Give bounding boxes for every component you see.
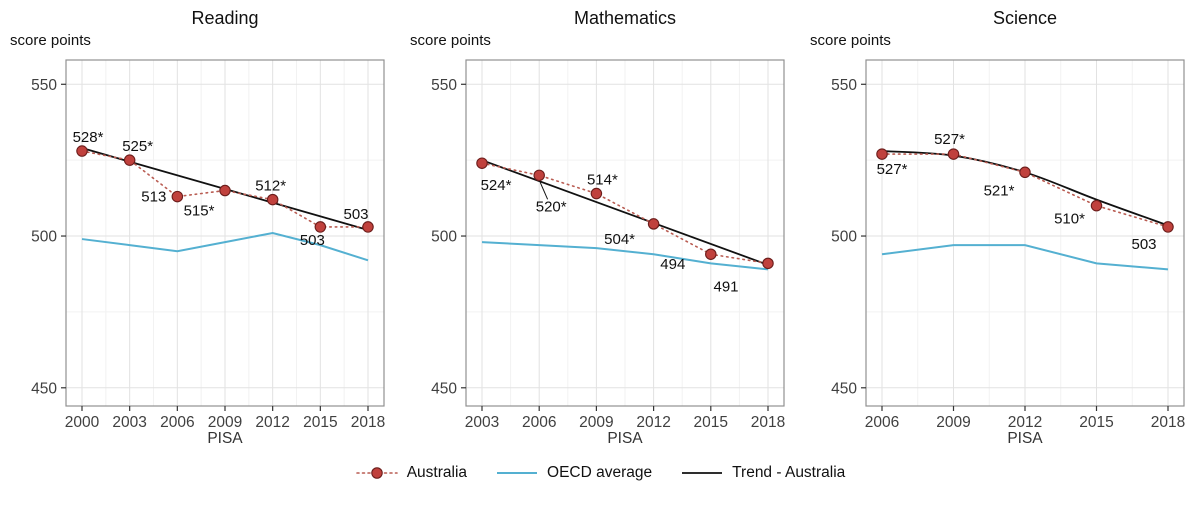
science-title: Science <box>992 8 1058 28</box>
svg-text:2018: 2018 <box>751 414 785 430</box>
reading-panel: Reading score points 528* 525* 513 515* 512*… <box>8 6 392 448</box>
svg-text:2015: 2015 <box>1079 414 1113 430</box>
trend-line-icon <box>682 472 723 474</box>
svg-text:450: 450 <box>431 380 457 397</box>
mathematics-title: Mathematics <box>573 8 677 28</box>
mathematics-chart: 524* 520* 514* 504* 494 491 450 500 550 2003 2006 2… <box>431 59 785 430</box>
svg-text:513: 513 <box>141 189 166 206</box>
svg-text:503: 503 <box>1131 236 1156 253</box>
svg-text:2018: 2018 <box>1151 414 1185 430</box>
svg-text:2012: 2012 <box>636 414 670 430</box>
legend-item-australia: Australia <box>355 464 467 482</box>
svg-text:514*: 514* <box>587 172 618 189</box>
svg-text:503: 503 <box>300 232 325 249</box>
svg-text:491: 491 <box>713 278 738 295</box>
svg-text:2009: 2009 <box>208 414 242 430</box>
y-axis-label: score points <box>410 32 491 49</box>
charts-row: Reading score points 528* 525* 513 515* 512*… <box>0 6 1200 448</box>
svg-text:2006: 2006 <box>865 414 899 430</box>
svg-text:2015: 2015 <box>694 414 728 430</box>
mathematics-panel: Mathematics score points 524* 520* 514* 504… <box>408 6 792 448</box>
svg-text:512*: 512* <box>255 178 286 195</box>
svg-text:515*: 515* <box>184 203 215 220</box>
svg-text:510*: 510* <box>1054 211 1085 228</box>
y-axis-label: score points <box>10 32 91 49</box>
svg-text:503: 503 <box>343 206 368 223</box>
svg-text:2009: 2009 <box>936 414 970 430</box>
svg-text:550: 550 <box>431 77 457 94</box>
svg-text:2018: 2018 <box>351 414 385 430</box>
legend: Australia OECD average Trend - Australia <box>0 464 1200 482</box>
legend-item-oecd: OECD average <box>495 464 652 482</box>
mathematics-panel-head: Mathematics score points <box>408 6 792 50</box>
y-axis-label: score points <box>810 32 891 49</box>
australia-marker-icon <box>355 467 398 479</box>
x-axis-label: PISA <box>1007 430 1043 447</box>
reading-panel-head: Reading score points <box>8 6 392 50</box>
svg-text:500: 500 <box>831 229 857 246</box>
svg-text:494: 494 <box>660 256 685 273</box>
legend-item-trend: Trend - Australia <box>680 464 845 482</box>
svg-text:550: 550 <box>831 77 857 94</box>
svg-text:527*: 527* <box>877 161 908 178</box>
reading-title: Reading <box>191 8 259 28</box>
svg-text:524*: 524* <box>481 177 512 194</box>
oecd-line-icon <box>497 472 538 474</box>
svg-text:521*: 521* <box>984 182 1015 199</box>
svg-text:520*: 520* <box>536 198 567 215</box>
legend-label-oecd: OECD average <box>547 464 653 481</box>
svg-text:2006: 2006 <box>522 414 556 430</box>
svg-text:527*: 527* <box>934 131 965 148</box>
legend-label-trend: Trend - Australia <box>732 464 846 481</box>
x-axis-label: PISA <box>607 430 643 447</box>
svg-text:500: 500 <box>31 229 57 246</box>
svg-text:450: 450 <box>31 380 57 397</box>
science-panel: Science score points 527* 527* 521* 510* 503… <box>808 6 1192 448</box>
svg-text:528*: 528* <box>73 129 104 146</box>
legend-label-australia: Australia <box>406 464 468 481</box>
svg-text:2000: 2000 <box>65 414 100 430</box>
svg-text:550: 550 <box>31 77 57 94</box>
svg-text:525*: 525* <box>122 138 153 155</box>
svg-text:2015: 2015 <box>303 414 337 430</box>
svg-text:2009: 2009 <box>579 414 613 430</box>
svg-text:2006: 2006 <box>160 414 194 430</box>
x-axis-label: PISA <box>207 430 243 447</box>
svg-text:504*: 504* <box>604 231 635 248</box>
svg-text:2003: 2003 <box>465 414 499 430</box>
reading-chart: 528* 525* 513 515* 512* 503 503 450 500 550 2000 20… <box>31 59 385 430</box>
science-panel-head: Science score points <box>808 6 1192 50</box>
svg-text:2012: 2012 <box>1008 414 1042 430</box>
science-chart: 527* 527* 521* 510* 503 450 500 550 2006 2009 2012… <box>831 59 1185 430</box>
svg-text:2012: 2012 <box>255 414 289 430</box>
svg-text:500: 500 <box>431 229 457 246</box>
svg-text:2003: 2003 <box>112 414 146 430</box>
svg-text:450: 450 <box>831 380 857 397</box>
